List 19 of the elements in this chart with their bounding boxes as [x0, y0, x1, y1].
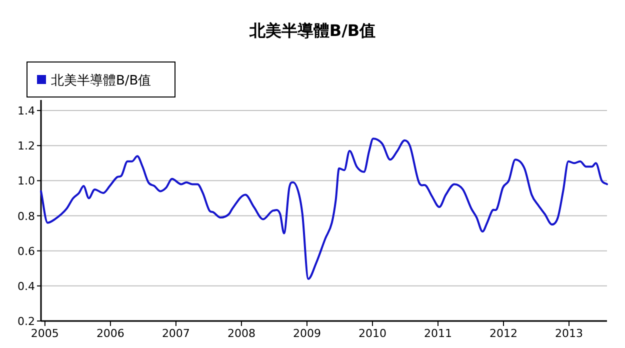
x-tick-label: 2007	[162, 327, 190, 340]
x-tick-label: 2012	[489, 327, 518, 340]
y-tick-label: 1.4	[18, 104, 35, 118]
legend-label: 北美半導體B/B值	[51, 72, 152, 88]
x-tick-label: 2011	[424, 327, 452, 340]
x-tick-label: 2009	[292, 327, 321, 340]
y-tick-label: 1.0	[18, 174, 35, 188]
y-tick-label: 0.6	[18, 244, 35, 258]
y-tick-label: 0.4	[18, 280, 35, 293]
y-tick-label: 1.2	[18, 140, 35, 153]
y-tick-label: 0.2	[18, 315, 35, 328]
x-tick-label: 2006	[96, 327, 124, 340]
chart-title: 北美半導體B/B值	[248, 21, 376, 40]
x-tick-label: 2008	[227, 327, 256, 340]
x-tick-label: 2005	[30, 327, 59, 340]
y-tick-label: 0.8	[18, 210, 35, 223]
x-tick-label: 2013	[555, 327, 584, 340]
line-series	[40, 138, 608, 280]
x-tick-label: 2010	[358, 327, 386, 340]
